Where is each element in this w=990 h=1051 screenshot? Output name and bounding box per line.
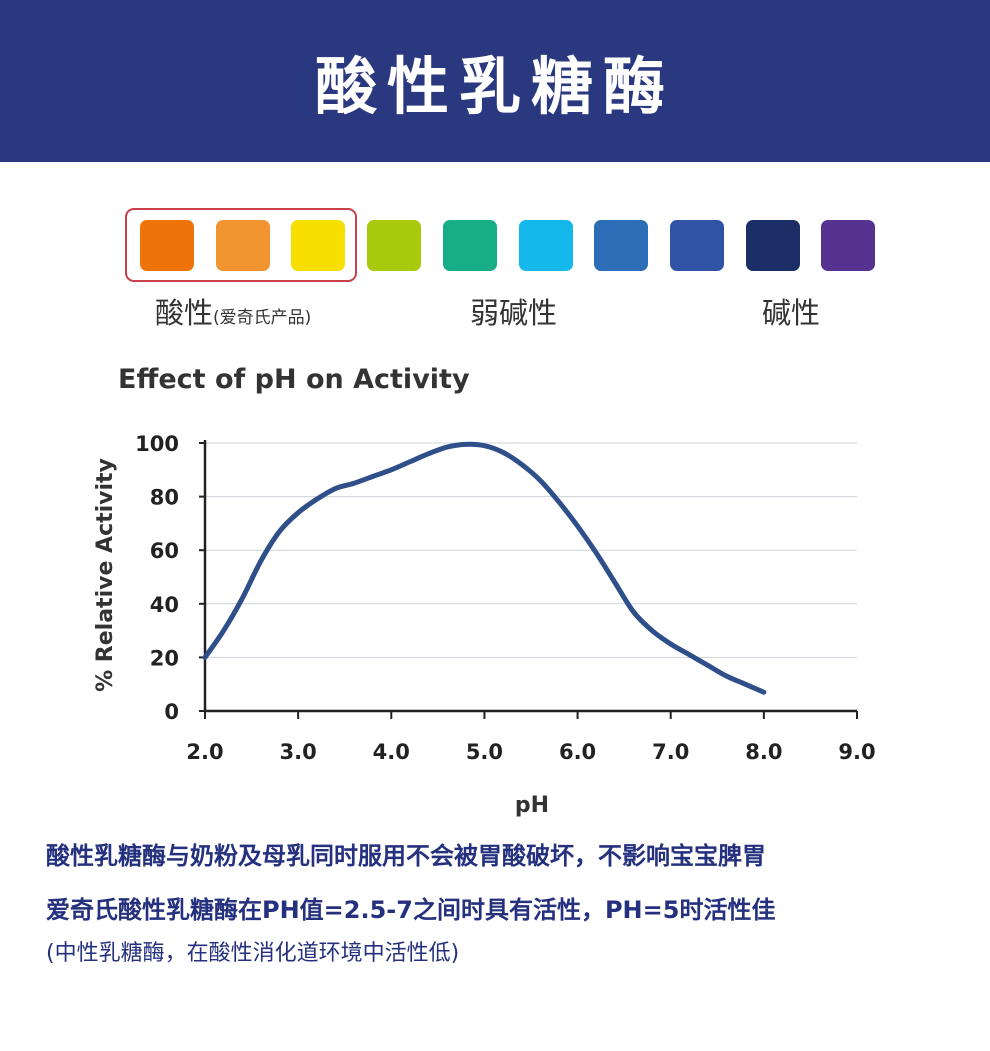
- x-tick-label: 6.0: [559, 740, 596, 764]
- y-tick-label: 100: [135, 432, 179, 456]
- chart-axes: [199, 440, 858, 719]
- description-line-3: (中性乳糖酶，在酸性消化道环境中活性低): [46, 941, 460, 966]
- ph-swatch: [443, 220, 497, 271]
- x-tick-labels: 2.0 3.0 4.0 5.0 6.0 7.0 8.0 9.0: [186, 740, 875, 764]
- y-tick-label: 0: [164, 700, 179, 724]
- x-tick-label: 5.0: [466, 740, 503, 764]
- acid-product-note: (爱奇氏产品): [213, 308, 312, 328]
- ph-swatch: [140, 220, 194, 271]
- y-axis-label: % Relative Activity: [93, 458, 118, 692]
- y-tick-label: 40: [150, 593, 179, 617]
- ph-swatch: [216, 220, 270, 271]
- x-axis-label: pH: [515, 793, 549, 818]
- y-tick-label: 80: [150, 486, 179, 510]
- x-tick-label: 7.0: [652, 740, 689, 764]
- ph-swatch: [594, 220, 648, 271]
- alkaline-label: 碱性: [762, 296, 821, 330]
- acid-label: 酸性(爱奇氏产品): [155, 290, 311, 332]
- chart-series: [202, 441, 767, 695]
- ph-swatch: [746, 220, 800, 271]
- weak-alkaline-label: 弱碱性: [470, 296, 558, 330]
- y-tick-labels: 0 20 40 60 80 100: [135, 432, 179, 724]
- ph-swatch: [367, 220, 421, 271]
- ph-activity-chart: Effect of pH on Activity 0 20 40 60 80 100 2.…: [93, 364, 876, 818]
- x-tick-label: 2.0: [186, 740, 223, 764]
- ph-swatch: [821, 220, 875, 271]
- ph-swatch: [519, 220, 573, 271]
- ph-swatch: [670, 220, 724, 271]
- activity-line: [202, 441, 767, 695]
- chart-gridlines: [205, 442, 857, 658]
- x-tick-label: 3.0: [280, 740, 317, 764]
- ph-swatch: [291, 220, 345, 271]
- description-line-2: 爱奇氏酸性乳糖酶在PH值=2.5-7之间时具有活性，PH=5时活性佳: [46, 896, 776, 924]
- y-tick-label: 20: [150, 646, 179, 670]
- acid-range-highlight: [125, 208, 357, 282]
- acid-label-text: 酸性: [155, 296, 214, 330]
- header-banner: 酸性乳糖酶: [0, 0, 990, 162]
- description-line-1: 酸性乳糖酶与奶粉及母乳同时服用不会被胃酸破坏，不影响宝宝脾胃: [46, 842, 766, 870]
- chart-title: Effect of pH on Activity: [118, 364, 470, 395]
- y-tick-label: 60: [150, 539, 179, 563]
- x-tick-label: 9.0: [838, 740, 875, 764]
- page-title: 酸性乳糖酶: [314, 50, 675, 123]
- x-tick-label: 8.0: [745, 740, 782, 764]
- x-tick-label: 4.0: [373, 740, 410, 764]
